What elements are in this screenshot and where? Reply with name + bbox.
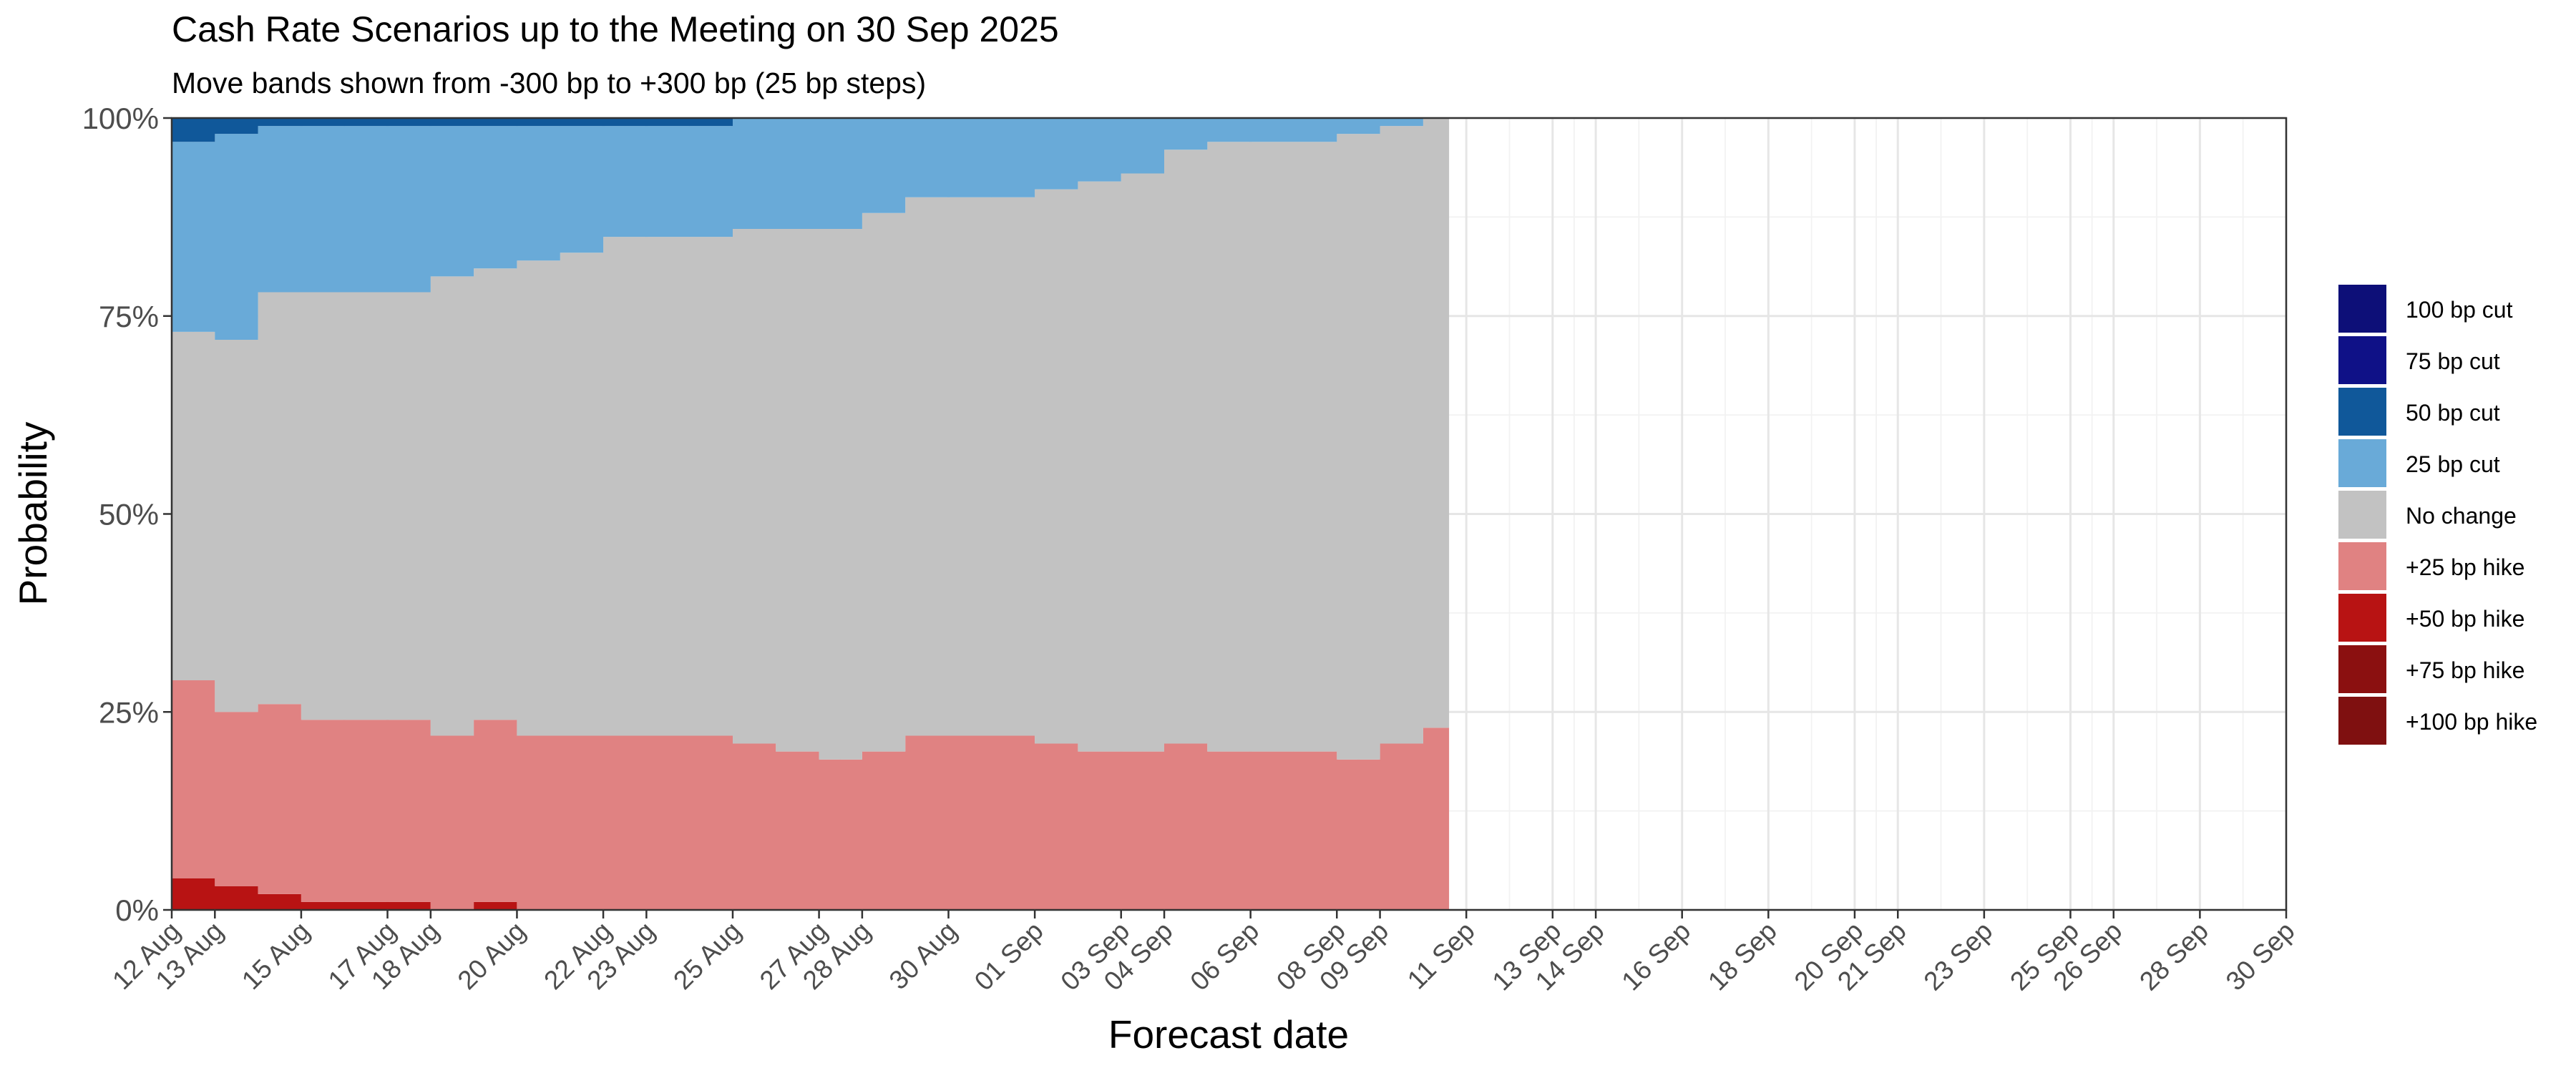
legend-label: +50 bp hike [2406,606,2524,632]
x-tick-label: 30 Sep [2220,916,2301,996]
area-25-bp-hike [172,680,1450,910]
y-tick-label: 100% [82,102,159,135]
area-25-bp-cut [172,118,1450,340]
legend-swatch [2338,697,2386,745]
chart-title: Cash Rate Scenarios up to the Meeting on… [172,9,1059,49]
area-50-bp-cut [172,118,1450,142]
legend-label: +100 bp hike [2406,709,2537,735]
legend-swatch [2338,388,2386,436]
legend-swatch [2338,491,2386,539]
x-tick-label: 16 Sep [1616,916,1696,996]
legend-label: 50 bp cut [2406,400,2500,426]
x-tick-label: 23 Sep [1918,916,1999,996]
legend-swatch [2338,285,2386,333]
legend-label: +25 bp hike [2406,554,2524,580]
x-tick-label: 20 Aug [452,916,531,995]
stacked-areas [172,118,1450,910]
y-axis-label: Probability [11,421,55,605]
y-tick-label: 75% [99,300,159,333]
x-tick-label: 18 Sep [1702,916,1782,996]
x-tick-label: 11 Sep [1402,916,1480,995]
legend-swatch [2338,439,2386,487]
x-tick-label: 30 Aug [884,916,962,995]
legend: 100 bp cut 75 bp cut 50 bp cut 25 bp cut No … [2338,285,2537,745]
legend-label: 100 bp cut [2406,297,2513,323]
legend-label: 25 bp cut [2406,451,2500,477]
x-tick-label: 15 Aug [236,916,315,995]
legend-label: +75 bp hike [2406,657,2524,683]
x-tick-label: 28 Sep [2134,916,2214,996]
x-tick-label: 01 Sep [969,916,1049,996]
chart-subtitle: Move bands shown from -300 bp to +300 bp… [172,67,926,99]
y-tick-label: 50% [99,498,159,531]
x-axis-label: Forecast date [1108,1012,1349,1057]
legend-swatch [2338,645,2386,693]
area-no-change [172,118,1450,760]
legend-swatch [2338,594,2386,642]
area-50-bp-hike [172,878,1450,910]
y-tick-label: 25% [99,695,159,729]
y-axis: 0% 25% 50% 75% 100% [82,102,172,927]
legend-label: 75 bp cut [2406,348,2500,374]
legend-label: No change [2406,503,2517,529]
legend-swatch [2338,336,2386,384]
y-tick-label: 0% [115,893,159,927]
legend-swatch [2338,542,2386,590]
x-tick-label: 25 Aug [668,916,746,995]
x-tick-label: 06 Sep [1184,916,1264,996]
